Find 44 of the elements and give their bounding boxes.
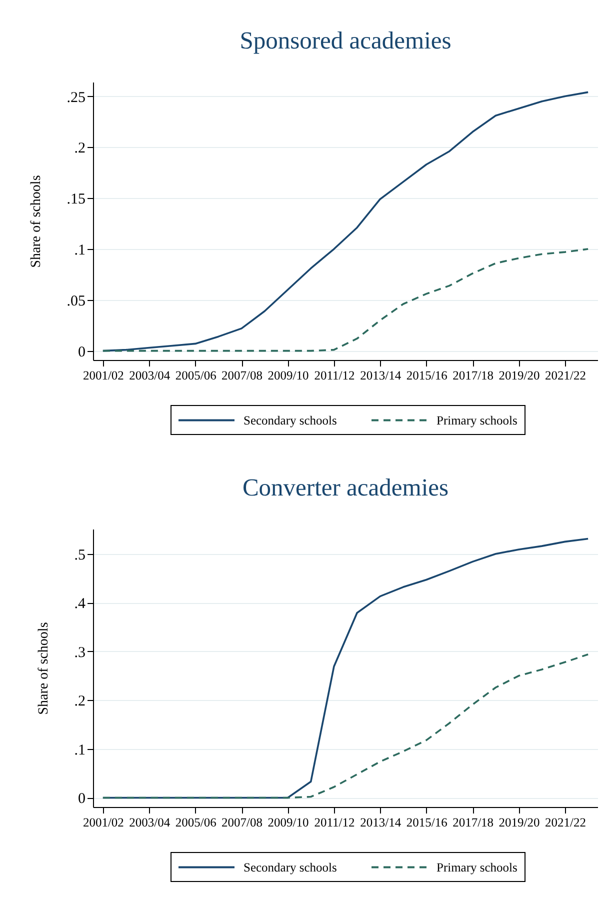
y-tick-label: .1 [74, 242, 86, 259]
y-tick-label: .2 [74, 140, 86, 157]
x-tick-label: 2015/16 [406, 816, 448, 830]
x-tick-label: 2001/02 [82, 368, 124, 382]
y-tick-label: .4 [74, 596, 86, 612]
x-tick-label: 2011/12 [314, 816, 355, 830]
x-tick-label: 2003/04 [129, 816, 171, 830]
x-tick-label: 2021/22 [544, 368, 586, 382]
x-tick-label: 2013/14 [360, 368, 402, 382]
legend-label: Secondary schools [244, 413, 338, 428]
y-tick-label: .1 [74, 742, 86, 758]
x-tick-label: 2007/08 [222, 368, 263, 382]
legend-label: Primary schools [436, 413, 518, 428]
y-tick-label: 0 [78, 344, 86, 360]
chart-title: Converter academies [242, 474, 449, 502]
x-tick-label: 2005/06 [175, 368, 216, 382]
line-series [102, 248, 589, 352]
legend-label: Secondary schools [244, 860, 338, 874]
y-axis-title: Share of schools [28, 175, 44, 268]
y-tick-label: 0 [78, 791, 86, 808]
y-tick-label: .25 [66, 90, 86, 106]
x-tick-label: 2001/02 [82, 816, 124, 830]
x-tick-label: 2017/18 [452, 816, 494, 830]
x-tick-label: 2019/20 [498, 368, 540, 382]
y-tick-label: .15 [66, 192, 86, 208]
y-axis-title: Share of schools [36, 622, 52, 715]
y-tick-label: .05 [66, 293, 86, 310]
x-tick-label: 2009/10 [268, 816, 309, 830]
y-tick-label: .2 [74, 694, 86, 710]
x-tick-label: 2017/18 [452, 368, 494, 382]
legend-label: Primary schools [436, 860, 518, 874]
chart-title: Sponsored academies [240, 28, 452, 54]
x-tick-label: 2019/20 [498, 816, 540, 830]
line-series [102, 653, 589, 799]
x-tick-label: 2009/10 [268, 368, 309, 382]
x-tick-label: 2003/04 [129, 368, 171, 382]
y-tick-label: .3 [74, 644, 86, 661]
x-tick-label: 2021/22 [544, 816, 586, 830]
x-tick-label: 2005/06 [175, 816, 216, 830]
x-tick-label: 2013/14 [360, 816, 402, 830]
x-tick-label: 2015/16 [406, 368, 448, 382]
x-tick-label: 2007/08 [222, 816, 263, 830]
y-tick-label: .5 [74, 547, 86, 564]
x-tick-label: 2011/12 [314, 368, 355, 382]
